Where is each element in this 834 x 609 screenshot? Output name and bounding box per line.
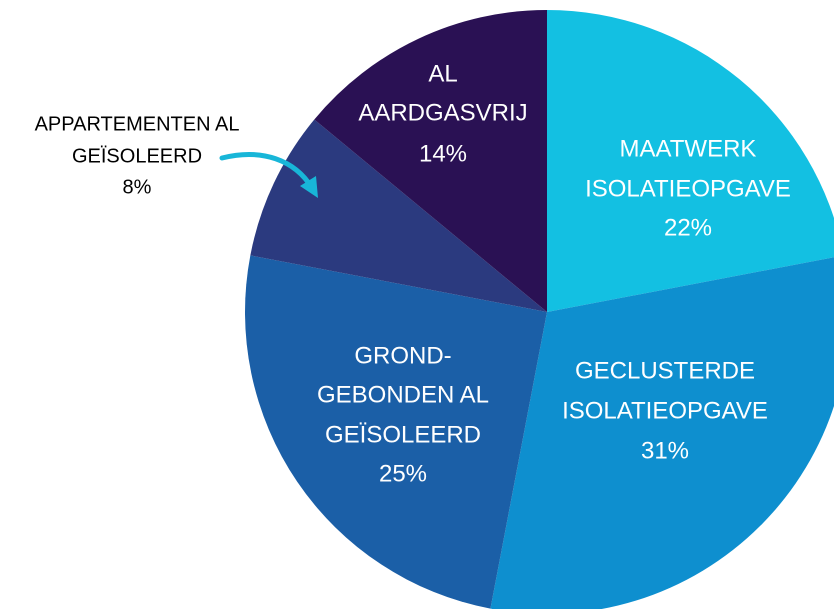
callout-arrow [219, 152, 315, 191]
value-label: 31% [641, 437, 689, 464]
slice-label: GEBONDEN AL [317, 381, 489, 408]
slice-label: ISOLATIEOPGAVE [562, 397, 768, 424]
slices [245, 10, 834, 609]
slice-label: GEÏSOLEERD [72, 145, 202, 167]
value-label: 14% [419, 140, 467, 167]
labels: MAATWERK ISOLATIEOPGAVE 22% GECLUSTERDE ISOL… [35, 60, 791, 487]
slice-label: APPARTEMENTEN AL [35, 113, 240, 135]
pie-slice [490, 257, 834, 609]
pie-slice [547, 10, 834, 312]
slice-label: MAATWERK [620, 135, 757, 162]
slice-label: ISOLATIEOPGAVE [585, 175, 791, 202]
pie-slice [245, 255, 547, 609]
pie-slice [250, 119, 547, 312]
value-label: 25% [379, 460, 427, 487]
slice-label: AARDGASVRIJ [358, 99, 527, 126]
slice-label: GECLUSTERDE [575, 357, 755, 384]
value-label: 22% [664, 214, 712, 241]
value-label: 8% [123, 176, 152, 198]
slice-label: GROND- [354, 342, 451, 369]
pie-slice [314, 10, 547, 312]
callout-arrowhead [300, 176, 318, 198]
slice-label: GEÏSOLEERD [325, 421, 481, 448]
slice-label: AL [428, 60, 457, 87]
